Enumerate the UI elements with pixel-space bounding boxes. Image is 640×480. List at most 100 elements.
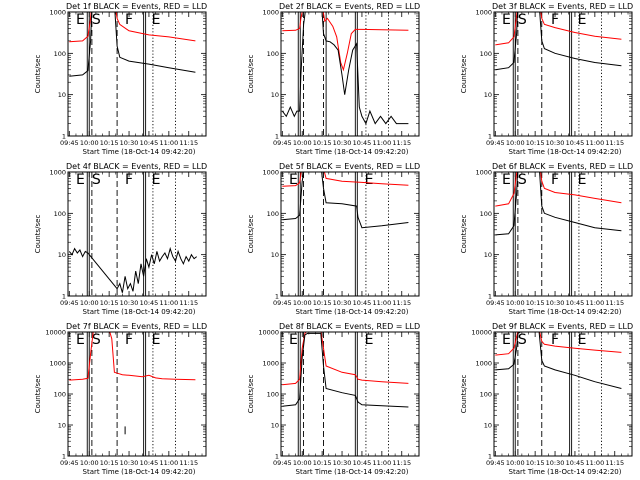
x-tick-label: 09:45 (60, 139, 79, 147)
x-tick-label: 10:15 (100, 139, 119, 147)
y-tick-label: 100 (54, 50, 66, 58)
y-tick-label: 1000 (49, 360, 66, 368)
x-tick-label: 11:15 (392, 139, 411, 147)
x-axis-label: Start Time (18-Oct-14 09:42:20) (509, 148, 622, 156)
x-axis-label: Start Time (18-Oct-14 09:42:20) (83, 148, 196, 156)
panel-title: Det 5f BLACK = Events, RED = LLD (279, 162, 420, 171)
y-axis-label: Counts/sec (34, 215, 42, 254)
detector-panel-6: Det 6f BLACK = Events, RED = LLD Counts/s… (460, 162, 633, 316)
x-tick-label: 11:15 (179, 459, 198, 467)
x-tick-label: 10:00 (293, 299, 312, 307)
y-tick-label: 1 (275, 293, 279, 301)
y-tick-label: 1 (488, 293, 492, 301)
region-label: E (578, 172, 587, 188)
x-tick-label: 10:15 (100, 299, 119, 307)
y-tick-label: 100 (54, 391, 66, 399)
y-tick-label: 1000 (49, 9, 66, 17)
y-axis-label: Counts/sec (247, 55, 255, 94)
x-tick-label: 11:15 (179, 139, 198, 147)
region-label: S (92, 12, 101, 28)
x-tick-label: 10:45 (140, 459, 159, 467)
y-tick-label: 1000 (49, 169, 66, 177)
panel-title: Det 3f BLACK = Events, RED = LLD (492, 2, 633, 11)
region-label: F (551, 332, 559, 348)
region-label: E (152, 332, 161, 348)
detector-panel-7: Det 7f BLACK = Events, RED = LLD Counts/s… (34, 322, 207, 476)
x-tick-label: 09:45 (486, 299, 505, 307)
y-tick-label: 10 (484, 91, 492, 99)
y-tick-label: 1000 (475, 360, 492, 368)
y-tick-label: 1 (488, 453, 492, 461)
x-tick-label: 10:15 (526, 139, 545, 147)
y-tick-label: 1 (62, 453, 66, 461)
x-tick-label: 10:00 (80, 139, 99, 147)
x-tick-label: 11:15 (605, 299, 624, 307)
x-tick-label: 10:30 (333, 459, 352, 467)
x-tick-label: 10:15 (313, 139, 332, 147)
y-tick-label: 1 (488, 133, 492, 141)
events-series-line (281, 12, 409, 125)
region-label: E (502, 172, 511, 188)
x-tick-label: 10:30 (546, 299, 565, 307)
x-tick-label: 11:00 (585, 459, 604, 467)
plot-frame (493, 331, 633, 457)
x-axis-label: Start Time (18-Oct-14 09:42:20) (296, 148, 409, 156)
events-series-line (282, 332, 409, 408)
panel-title: Det 4f BLACK = Events, RED = LLD (66, 162, 207, 171)
x-tick-label: 10:30 (546, 139, 565, 147)
y-tick-label: 1000 (262, 360, 279, 368)
x-tick-label: 11:15 (179, 299, 198, 307)
x-tick-label: 10:00 (506, 139, 525, 147)
y-axis-label: Counts/sec (247, 375, 255, 414)
x-tick-label: 10:00 (80, 459, 99, 467)
x-tick-label: 10:30 (546, 459, 565, 467)
region-label: E (365, 332, 374, 348)
panel-title: Det 2f BLACK = Events, RED = LLD (279, 2, 420, 11)
x-tick-label: 10:45 (353, 139, 372, 147)
events-series-line (68, 246, 198, 293)
x-tick-label: 10:00 (506, 459, 525, 467)
plot-frame (280, 171, 420, 297)
y-tick-label: 1 (62, 133, 66, 141)
region-label: E (152, 172, 161, 188)
y-tick-label: 10 (271, 251, 279, 259)
x-tick-label: 10:30 (120, 299, 139, 307)
detector-panel-4: Det 4f BLACK = Events, RED = LLD Counts/s… (34, 162, 207, 316)
events-series-line (495, 12, 622, 71)
y-axis-label: Counts/sec (34, 375, 42, 414)
plot-frame (67, 331, 207, 457)
y-axis-label: Counts/sec (460, 55, 468, 94)
y-axis-label: Counts/sec (247, 215, 255, 254)
x-tick-label: 10:00 (293, 459, 312, 467)
lld-series-line (69, 12, 196, 43)
x-tick-label: 11:00 (585, 299, 604, 307)
x-tick-label: 10:45 (140, 299, 159, 307)
x-tick-label: 11:00 (159, 459, 178, 467)
y-tick-label: 10 (484, 251, 492, 259)
x-tick-label: 10:45 (566, 139, 585, 147)
y-tick-label: 10 (58, 251, 66, 259)
y-tick-label: 10000 (471, 329, 492, 337)
detector-panel-9: Det 9f BLACK = Events, RED = LLD Counts/s… (460, 322, 633, 476)
y-axis-label: Counts/sec (460, 375, 468, 414)
region-label: E (578, 12, 587, 28)
y-axis-label: Counts/sec (34, 55, 42, 94)
y-tick-label: 100 (267, 391, 279, 399)
x-tick-label: 11:00 (372, 139, 391, 147)
region-label: S (518, 12, 527, 28)
plot-frame (280, 11, 420, 137)
x-tick-label: 10:30 (333, 139, 352, 147)
plot-frame (493, 11, 633, 137)
x-tick-label: 10:15 (313, 299, 332, 307)
events-series-line (495, 332, 622, 389)
lld-series-line (69, 332, 196, 381)
x-tick-label: 11:00 (159, 139, 178, 147)
y-axis-label: Counts/sec (460, 215, 468, 254)
x-axis-label: Start Time (18-Oct-14 09:42:20) (83, 468, 196, 476)
panel-title: Det 1f BLACK = Events, RED = LLD (66, 2, 207, 11)
y-tick-label: 100 (54, 210, 66, 218)
x-tick-label: 10:00 (506, 299, 525, 307)
y-tick-label: 1 (62, 293, 66, 301)
detector-panel-5: Det 5f BLACK = Events, RED = LLD Counts/s… (247, 162, 420, 316)
